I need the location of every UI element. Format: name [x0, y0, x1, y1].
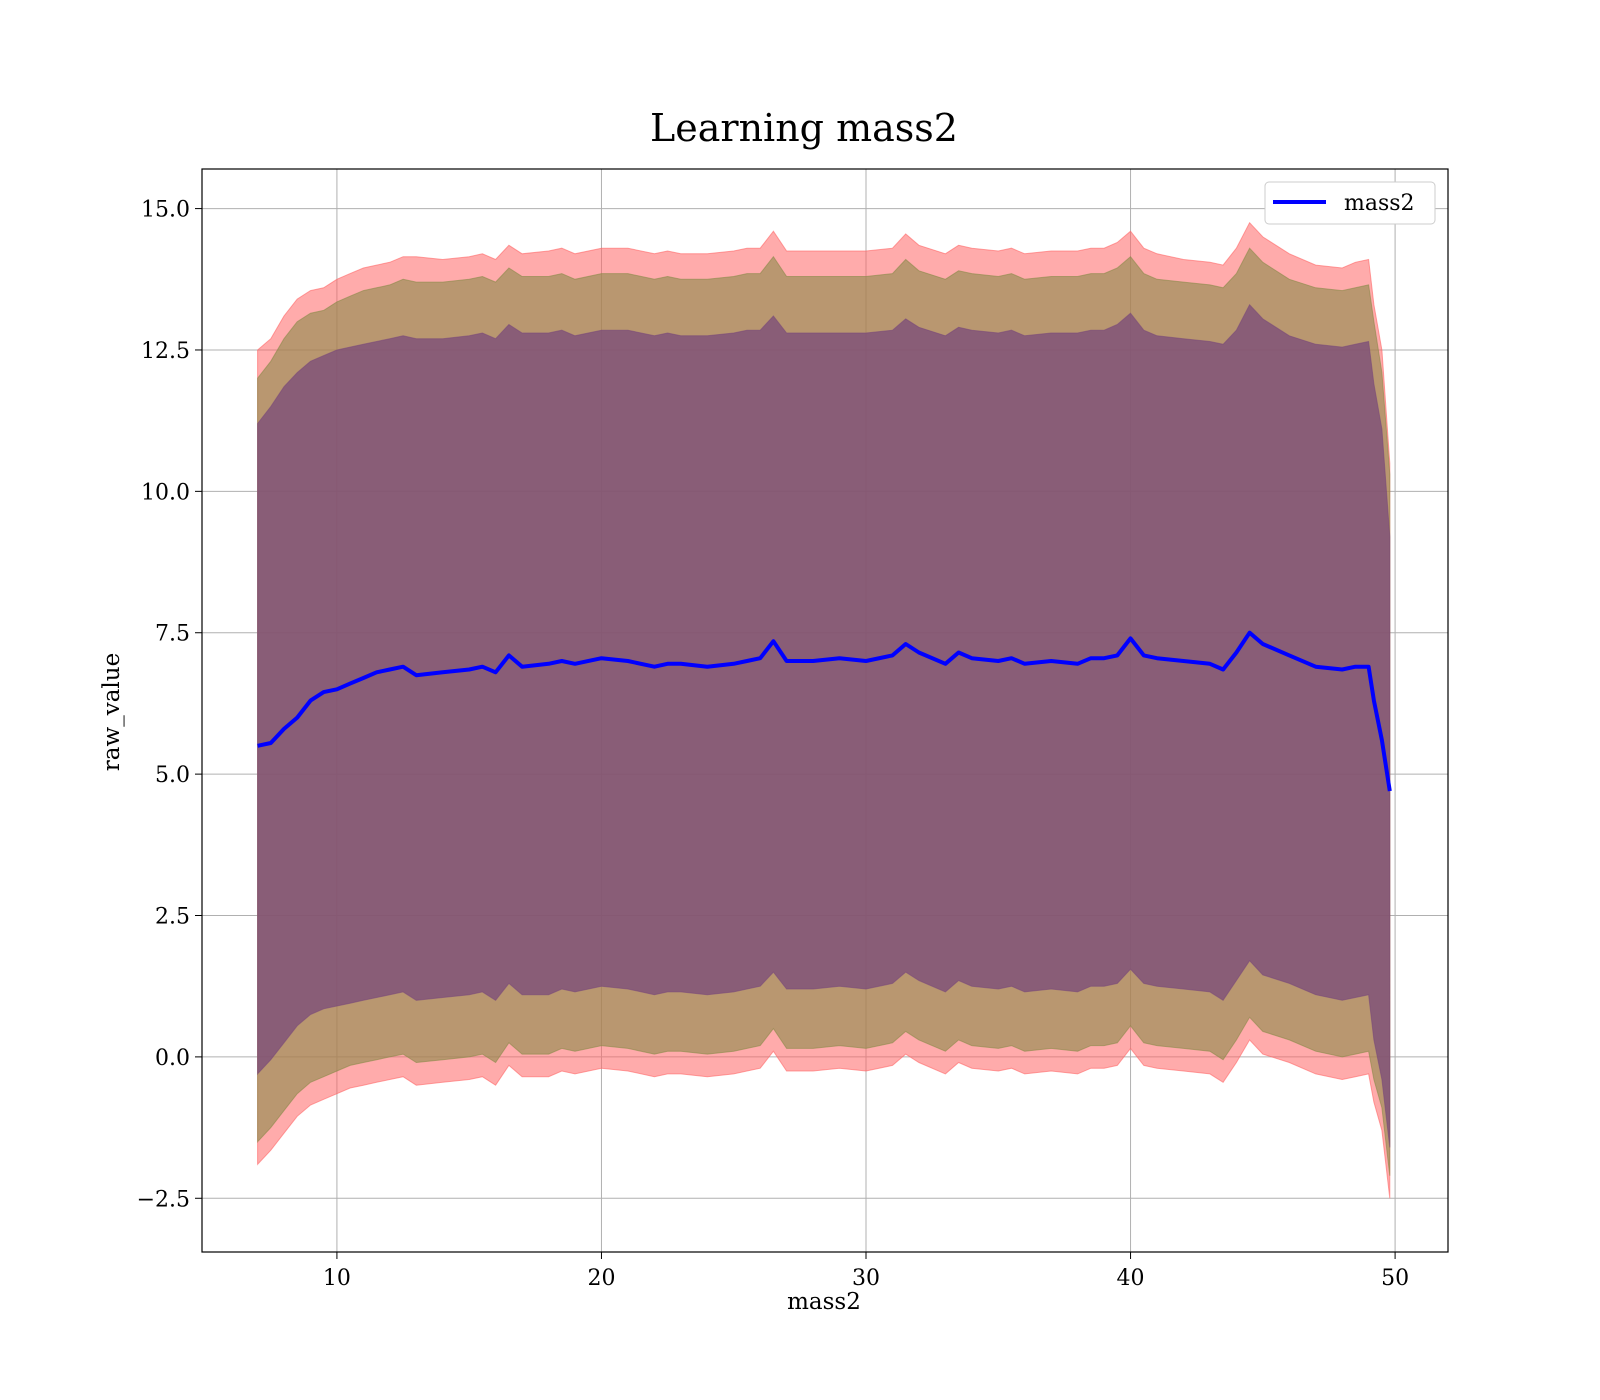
legend-box [1264, 181, 1436, 225]
y-tick-label: 12.5 [141, 339, 190, 364]
series-line-mass2 [257, 630, 1392, 792]
series-lines [257, 630, 1392, 792]
chart-title: Learning mass2 [650, 106, 958, 150]
legend-label-mass2: mass2 [1344, 191, 1415, 216]
x-tick-label: 40 [1117, 1266, 1145, 1291]
y-axis-label: raw_value [99, 653, 125, 771]
legend: mass2 [1264, 181, 1436, 225]
plot-frame [201, 168, 1449, 1253]
y-tick-label: −2.5 [137, 1187, 190, 1212]
y-tick-label: 5.0 [155, 763, 190, 788]
x-tick-label: 10 [323, 1266, 351, 1291]
confidence-bands [257, 221, 1391, 1199]
y-tick-label: 7.5 [155, 622, 190, 647]
x-axis-label: mass2 [787, 1289, 861, 1315]
x-tick-label: 20 [587, 1266, 615, 1291]
y-tick-label: 2.5 [155, 905, 190, 930]
y-tick-label: 10.0 [141, 480, 190, 505]
band-inner [257, 303, 1391, 1148]
x-tick-label: 50 [1381, 1266, 1409, 1291]
y-tick-label: 15.0 [141, 198, 190, 223]
x-tick-label: 30 [852, 1266, 880, 1291]
y-tick-label: 0.0 [155, 1046, 190, 1071]
axis-ticks: 10 20 30 40 50 −2.5 0.0 2.5 5.0 7.5 10.0 12.5 15.0 [137, 198, 1410, 1291]
